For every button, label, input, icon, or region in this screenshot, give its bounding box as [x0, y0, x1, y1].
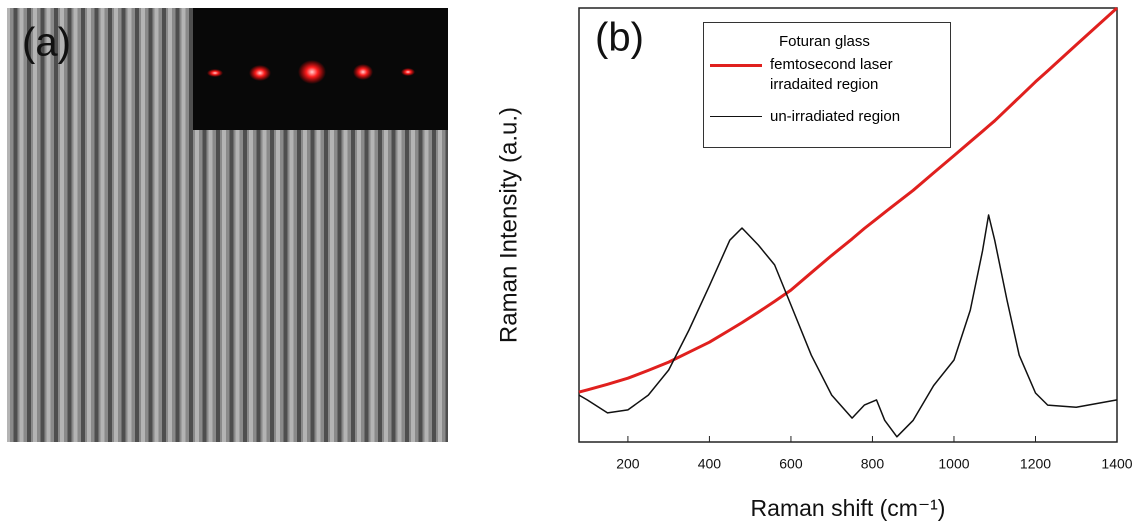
legend-entry: un-irradiated region — [710, 107, 930, 127]
legend-title: Foturan glass — [779, 33, 870, 50]
diffraction-spots — [207, 60, 415, 84]
plot: 200 400 600 800 1000 1200 1400 — [578, 6, 1133, 472]
series-line — [578, 214, 1118, 438]
legend-swatch — [710, 116, 762, 117]
x-tick-label: 200 — [616, 456, 640, 472]
y-axis-label: Raman Intensity (a.u.) — [495, 107, 522, 343]
series-line — [578, 6, 1119, 394]
x-tick-label: 1200 — [1020, 456, 1051, 472]
x-tick-label: 800 — [861, 456, 885, 472]
legend-entry: femtosecond laser irradaited region — [710, 55, 930, 95]
x-tick-label: 1000 — [938, 456, 969, 472]
x-tick-label: 400 — [698, 456, 722, 472]
x-tick-label: 600 — [779, 456, 803, 472]
legend: Foturan glass femtosecond laser irradait… — [703, 22, 951, 148]
legend-label: femtosecond laser irradaited region — [770, 56, 893, 93]
plot-frame — [578, 7, 1118, 443]
x-tick-label: 1400 — [1101, 456, 1132, 472]
panel-label: (a) — [22, 21, 71, 65]
legend-swatch — [710, 64, 762, 67]
panel-label: (b) — [595, 16, 644, 60]
legend-label: un-irradiated region — [770, 108, 901, 125]
x-axis-label: Raman shift (cm⁻¹) — [751, 495, 946, 521]
